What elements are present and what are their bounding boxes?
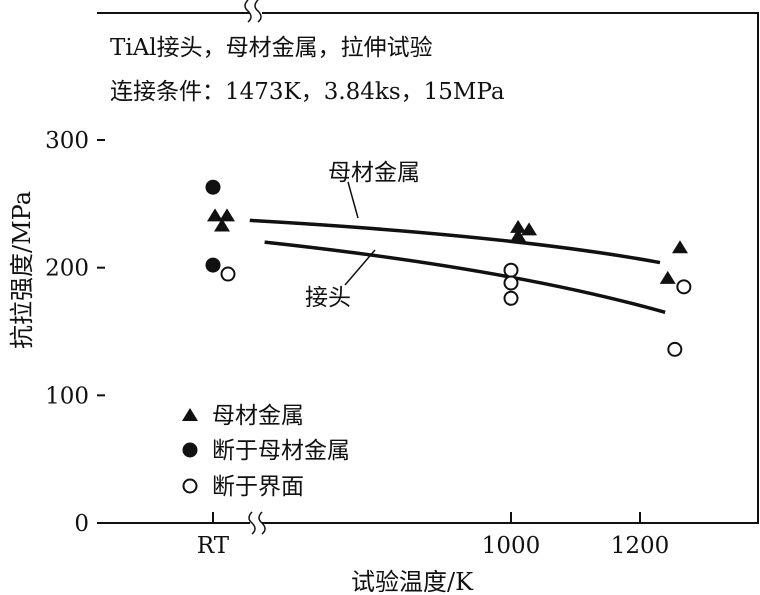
data-point (676, 279, 692, 295)
data-point (220, 266, 236, 282)
curve-label-joint: 接头 (305, 285, 351, 311)
data-points (205, 179, 692, 357)
annotation-line-2: 连接条件：1473K，3.84ks，15MPa (110, 79, 505, 105)
data-point (503, 290, 519, 306)
data-point (219, 208, 235, 222)
data-point (205, 257, 221, 273)
legend-marker (182, 442, 198, 458)
axis-break-mark-bottom (248, 511, 256, 535)
data-point (510, 228, 527, 242)
x-axis-label: 试验温度/K (351, 568, 474, 595)
data-point (503, 275, 519, 291)
data-point (207, 208, 223, 222)
data-point (214, 218, 230, 232)
x-tick-label: RT (197, 533, 230, 559)
curve-base-metal (249, 218, 661, 265)
legend-marker (182, 478, 198, 494)
curve-leader-joint (344, 249, 376, 286)
x-axis-ticks: RT 1000 1200 (197, 512, 669, 559)
y-axis-label: 抗拉强度/MPa (8, 191, 36, 349)
y-tick-label: 200 (45, 256, 89, 282)
legend-label-1: 母材金属 (212, 403, 304, 429)
y-tick-label: 0 (74, 511, 89, 537)
y-tick-label: 100 (45, 383, 89, 409)
legend-label-3: 断于界面 (212, 474, 304, 500)
axis-break-mark-top (244, 0, 252, 23)
data-point (205, 179, 221, 195)
data-point (667, 341, 683, 357)
data-point (503, 262, 519, 278)
x-tick-label: 1200 (611, 533, 670, 559)
data-point (671, 240, 688, 254)
legend-label-2: 断于母材金属 (212, 438, 350, 464)
curve-leader-base-metal (347, 181, 359, 219)
x-tick-label: 1000 (482, 533, 541, 559)
annotation-line-1: TiAl接头，母材金属，拉伸试验 (110, 35, 433, 61)
data-point (659, 270, 676, 284)
y-tick-label: 300 (45, 128, 89, 154)
curve-joint (264, 240, 666, 315)
axis-break-mark-bottom (258, 511, 266, 535)
legend: 母材金属 断于母材金属 断于界面 (182, 403, 350, 500)
curve-label-base-metal: 母材金属 (328, 160, 420, 186)
data-point (510, 219, 527, 233)
axis-break-mark-top (254, 0, 262, 23)
data-point (521, 222, 538, 236)
fit-curves (249, 181, 666, 315)
legend-marker (182, 408, 198, 421)
y-axis-ticks: 0 100 200 300 (45, 128, 105, 537)
